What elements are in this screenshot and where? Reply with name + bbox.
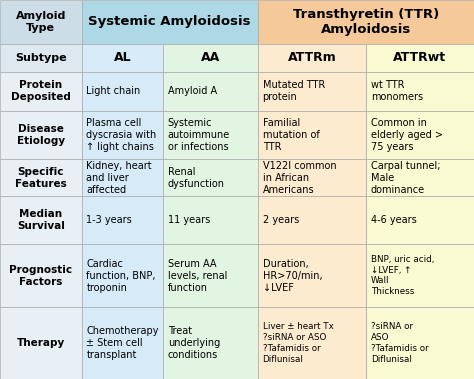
Text: Serum AA
levels, renal
function: Serum AA levels, renal function xyxy=(168,258,227,293)
Text: Subtype: Subtype xyxy=(15,53,66,63)
Bar xyxy=(0,72,82,111)
Text: Amyloid A: Amyloid A xyxy=(168,86,217,97)
Bar xyxy=(163,111,258,159)
Text: Transthyretin (TTR)
Amyloidosis: Transthyretin (TTR) Amyloidosis xyxy=(293,8,439,36)
Text: Cardiac
function, BNP,
troponin: Cardiac function, BNP, troponin xyxy=(86,258,156,293)
Bar xyxy=(0,196,82,244)
Text: wt TTR
monomers: wt TTR monomers xyxy=(371,80,423,102)
Text: Systemic Amyloidosis: Systemic Amyloidosis xyxy=(89,15,251,28)
Bar xyxy=(163,72,258,111)
Text: 11 years: 11 years xyxy=(168,215,210,225)
Bar xyxy=(163,307,258,379)
Text: Disease
Etiology: Disease Etiology xyxy=(17,124,65,146)
Text: Median
Survival: Median Survival xyxy=(17,209,65,231)
Bar xyxy=(366,72,474,111)
Bar xyxy=(0,159,82,196)
Bar xyxy=(82,44,163,72)
Text: Duration,
HR>70/min,
↓LVEF: Duration, HR>70/min, ↓LVEF xyxy=(263,258,322,293)
Bar xyxy=(163,244,258,307)
Text: Mutated TTR
protein: Mutated TTR protein xyxy=(263,80,325,102)
Text: Renal
dysfunction: Renal dysfunction xyxy=(168,166,225,188)
Text: Protein
Deposited: Protein Deposited xyxy=(11,80,71,102)
Text: Prognostic
Factors: Prognostic Factors xyxy=(9,265,73,287)
Bar xyxy=(163,196,258,244)
Text: AA: AA xyxy=(201,51,220,64)
Text: Carpal tunnel;
Male
dominance: Carpal tunnel; Male dominance xyxy=(371,161,440,194)
Text: Familial
mutation of
TTR: Familial mutation of TTR xyxy=(263,118,319,152)
Text: ?siRNA or
ASO
?Tafamidis or
Diflunisal: ?siRNA or ASO ?Tafamidis or Diflunisal xyxy=(371,323,428,364)
Bar xyxy=(366,196,474,244)
Bar xyxy=(366,44,474,72)
Bar xyxy=(258,0,474,44)
Text: Therapy: Therapy xyxy=(17,338,65,348)
Text: ATTRwt: ATTRwt xyxy=(393,51,447,64)
Text: Specific
Features: Specific Features xyxy=(15,166,67,188)
Bar xyxy=(258,44,366,72)
Bar xyxy=(258,111,366,159)
Bar xyxy=(258,72,366,111)
Bar xyxy=(366,244,474,307)
Bar xyxy=(366,307,474,379)
Bar xyxy=(258,244,366,307)
Bar xyxy=(0,307,82,379)
Text: Amyloid
Type: Amyloid Type xyxy=(16,11,66,33)
Bar xyxy=(82,111,163,159)
Bar xyxy=(163,44,258,72)
Bar xyxy=(163,159,258,196)
Text: Chemotherapy
± Stem cell
transplant: Chemotherapy ± Stem cell transplant xyxy=(86,326,159,360)
Text: BNP, uric acid,
↓LVEF, ↑
Wall
Thickness: BNP, uric acid, ↓LVEF, ↑ Wall Thickness xyxy=(371,255,434,296)
Text: 1-3 years: 1-3 years xyxy=(86,215,132,225)
Text: Light chain: Light chain xyxy=(86,86,140,97)
Bar xyxy=(82,196,163,244)
Text: Treat
underlying
conditions: Treat underlying conditions xyxy=(168,326,220,360)
Bar xyxy=(0,0,82,44)
Text: AL: AL xyxy=(113,51,131,64)
Text: Systemic
autoimmune
or infections: Systemic autoimmune or infections xyxy=(168,118,230,152)
Bar xyxy=(82,307,163,379)
Bar xyxy=(366,111,474,159)
Text: Liver ± heart Tx
?siRNA or ASO
?Tafamidis or
Diflunisal: Liver ± heart Tx ?siRNA or ASO ?Tafamidi… xyxy=(263,323,333,364)
Text: Plasma cell
dyscrasia with
↑ light chains: Plasma cell dyscrasia with ↑ light chain… xyxy=(86,118,156,152)
Text: Common in
elderly aged >
75 years: Common in elderly aged > 75 years xyxy=(371,118,443,152)
Bar xyxy=(82,0,258,44)
Text: ATTRm: ATTRm xyxy=(288,51,336,64)
Bar xyxy=(82,72,163,111)
Bar xyxy=(258,196,366,244)
Bar xyxy=(0,44,82,72)
Bar xyxy=(0,111,82,159)
Bar xyxy=(258,307,366,379)
Text: Kidney, heart
and liver
affected: Kidney, heart and liver affected xyxy=(86,161,152,194)
Text: 4-6 years: 4-6 years xyxy=(371,215,417,225)
Bar xyxy=(82,244,163,307)
Bar xyxy=(366,159,474,196)
Bar xyxy=(82,159,163,196)
Bar xyxy=(0,244,82,307)
Text: 2 years: 2 years xyxy=(263,215,299,225)
Text: V122I common
in African
Americans: V122I common in African Americans xyxy=(263,161,336,194)
Bar xyxy=(258,159,366,196)
